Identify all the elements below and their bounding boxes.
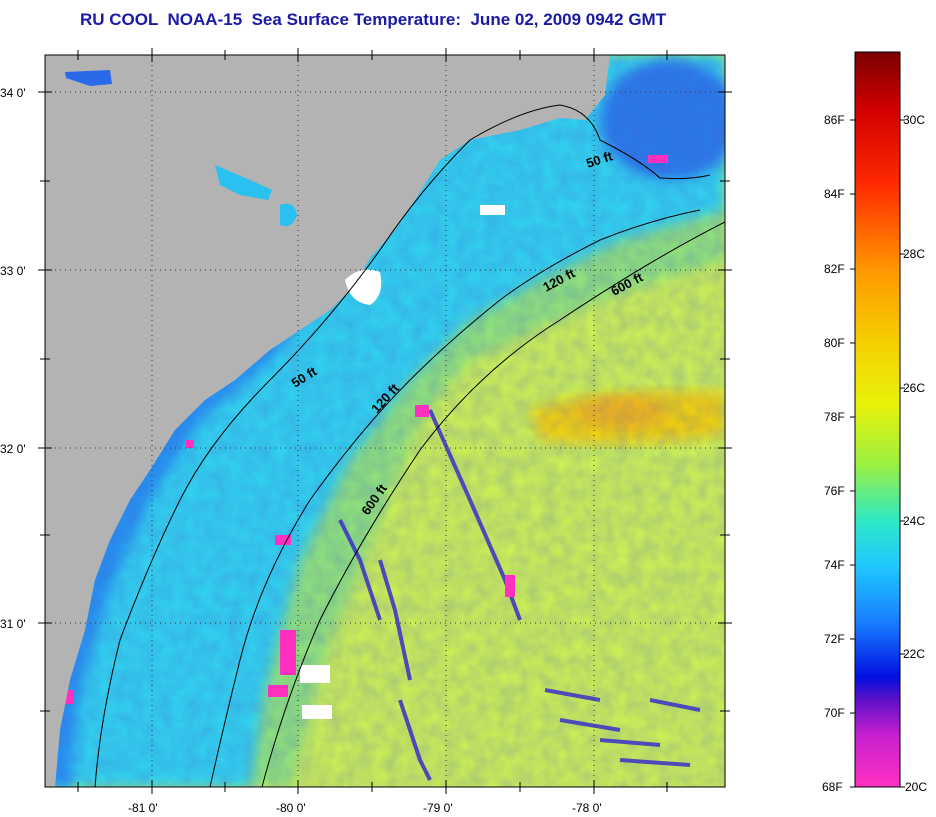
land-mass [45,55,610,787]
cb-label-76f: 76F [824,484,845,498]
cb-label-68f: 68F [822,780,843,794]
contour-120ft [209,209,701,787]
cb-label-80f: 80F [824,336,845,350]
lon-label-80: -80 0' [276,801,306,815]
inland-lake-2 [215,165,272,200]
lat-label-33: 33 0' [0,264,26,278]
colorbar-ticks [850,119,905,788]
cb-label-70f: 70F [824,706,845,720]
cool-filaments [338,409,701,781]
lat-label-34: 34 0' [0,86,26,100]
cb-label-22c: 22C [903,647,925,661]
cb-label-78f: 78F [824,410,845,424]
inland-lake-1 [65,70,112,86]
lon-label-79: -79 0' [423,801,453,815]
lon-label-81: -81 0' [128,801,158,815]
depth-contours [94,104,725,787]
cb-label-74f: 74F [824,558,845,572]
cold-magenta-patches [66,155,668,704]
map-frame [44,54,726,788]
cb-label-28c: 28C [903,247,925,261]
cb-label-82f: 82F [824,262,845,276]
map-panel [45,55,725,787]
cb-label-26c: 26C [903,381,925,395]
colorbar [854,51,901,788]
cb-label-20c: 20C [905,780,927,794]
cb-label-72f: 72F [824,632,845,646]
map-title: RU COOL NOAA-15 Sea Surface Temperature:… [80,10,667,29]
cloud-gaps [300,205,505,719]
lat-label-32: 32 0' [0,442,26,456]
cb-label-24c: 24C [903,514,925,528]
axis-ticks [38,48,732,794]
contour-600ft [261,221,725,787]
cb-label-30c: 30C [903,113,925,127]
inland-lake-3 [280,203,297,227]
lat-label-31: 31 0' [0,617,26,631]
cloud-coastal [345,269,382,305]
cb-label-86f: 86F [824,113,845,127]
contour-50ft [94,104,711,787]
map-gridlines [45,55,725,787]
cb-label-84f: 84F [824,187,845,201]
lon-label-78: -78 0' [572,801,602,815]
